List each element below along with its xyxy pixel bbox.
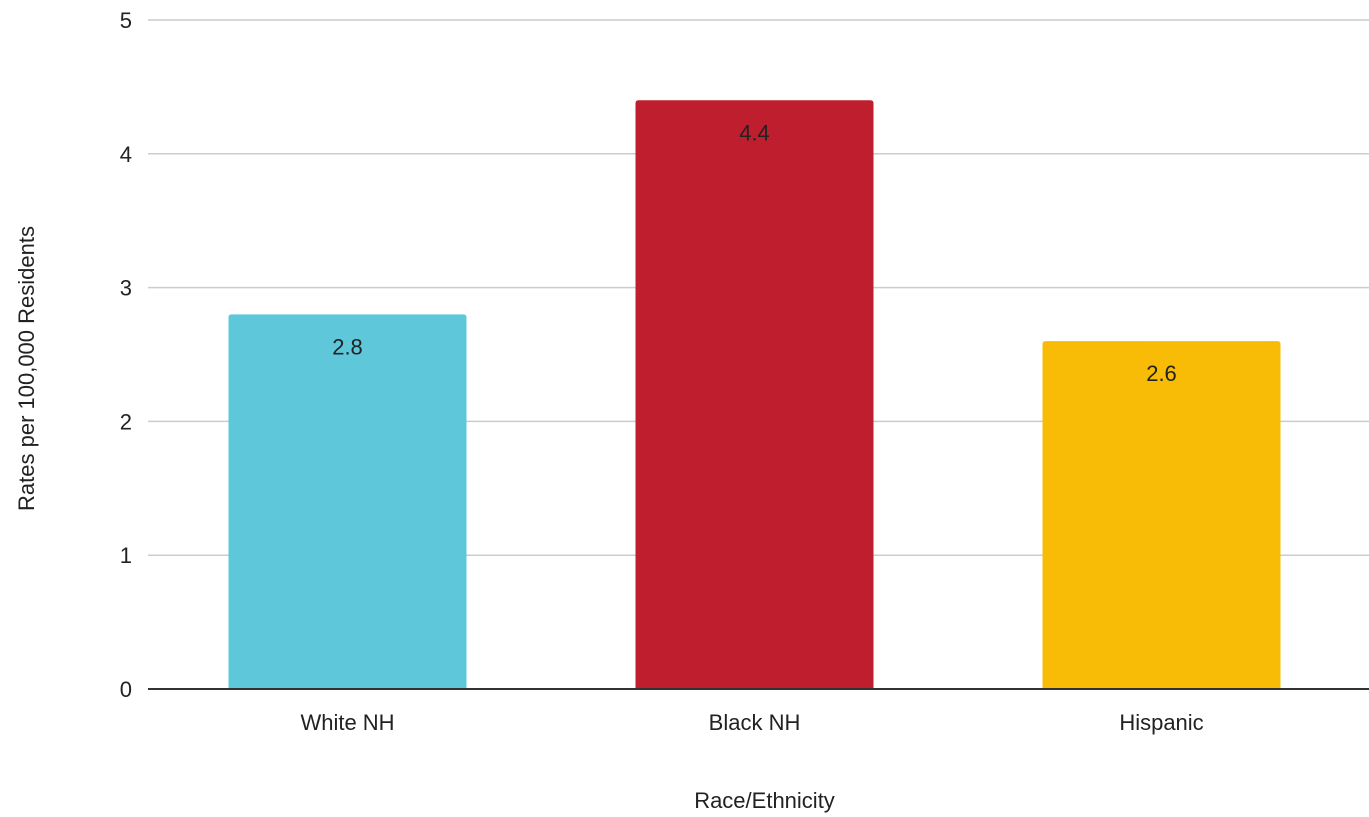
bar-hispanic: [1042, 341, 1281, 689]
data-label: 4.4: [739, 120, 770, 145]
data-label: 2.8: [332, 334, 363, 359]
y-tick-label: 3: [120, 276, 132, 301]
x-tick-label: White NH: [300, 710, 394, 735]
y-tick-label: 2: [120, 409, 132, 434]
data-label: 2.6: [1146, 361, 1177, 386]
bar-black-nh: [635, 100, 874, 689]
x-tick-labels: White NH Black NH Hispanic: [300, 710, 1203, 735]
y-tick-label: 5: [120, 8, 132, 33]
y-tick-label: 4: [120, 142, 132, 167]
x-tick-label: Hispanic: [1119, 710, 1203, 735]
y-tick-label: 0: [120, 677, 132, 702]
y-tick-label: 1: [120, 543, 132, 568]
bar-white-nh: [228, 314, 467, 689]
bars: [228, 100, 1281, 689]
x-tick-label: Black NH: [709, 710, 801, 735]
y-tick-labels: 0 1 2 3 4 5: [120, 8, 132, 702]
y-axis-title: Rates per 100,000 Residents: [14, 226, 39, 511]
x-axis-title: Race/Ethnicity: [694, 788, 835, 813]
data-labels: 2.8 4.4 2.6: [332, 120, 1177, 386]
